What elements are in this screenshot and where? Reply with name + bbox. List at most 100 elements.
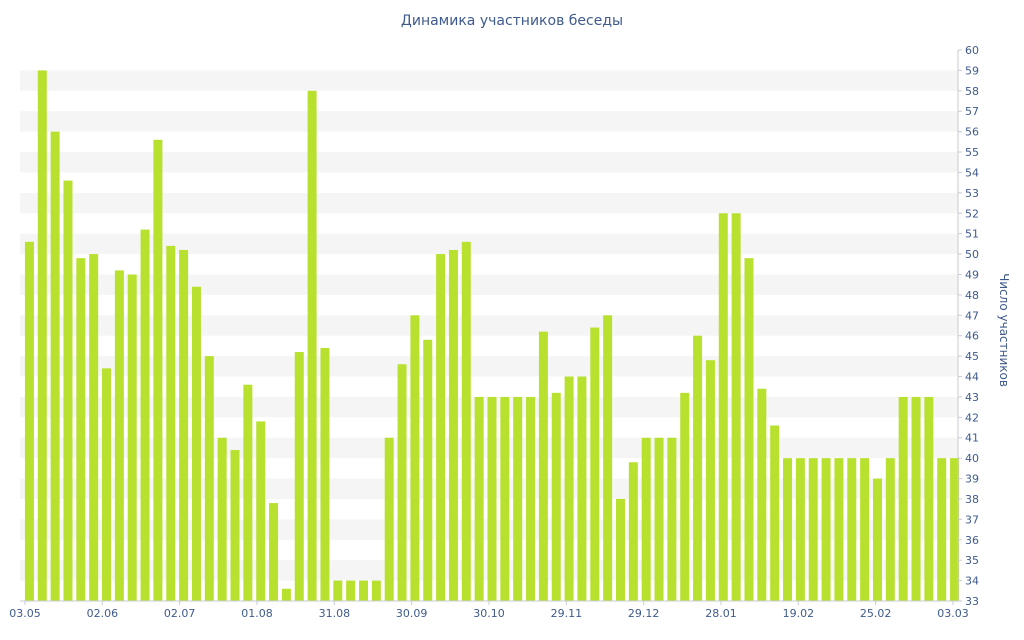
bar (320, 347, 330, 601)
x-tick-label: 25.02 (860, 607, 892, 620)
x-tick-label: 03.05 (9, 607, 41, 620)
x-tick-label: 29.11 (551, 607, 583, 620)
y-axis-ticks: 33 34 35 36 37 38 39 40 41 42 43 44 45 46 47 48 49 50 51 52… (958, 44, 979, 608)
bar (153, 139, 163, 602)
x-tick-label: 19.02 (783, 607, 815, 620)
y-tick-label: 46 (965, 330, 979, 343)
bar (179, 249, 189, 602)
bar (744, 258, 754, 601)
x-tick-label: 01.08 (241, 607, 273, 620)
bar (590, 327, 600, 601)
y-tick-label: 40 (965, 452, 979, 465)
bar (551, 392, 561, 601)
bar (89, 254, 99, 601)
x-axis-ticks: 03.05 02.06 02.07 01.08 31.08 30.09 30.10 29.11… (9, 601, 969, 620)
bar (564, 376, 574, 601)
bar (628, 462, 638, 601)
x-tick-label: 02.07 (164, 607, 196, 620)
bar (847, 458, 857, 601)
bar (230, 449, 240, 601)
bar (898, 396, 908, 601)
y-tick-label: 33 (965, 595, 979, 608)
bar (808, 458, 818, 601)
x-tick-label: 31.08 (319, 607, 351, 620)
bar (487, 396, 497, 601)
y-tick-label: 37 (965, 513, 979, 526)
bar (37, 70, 47, 601)
bar (384, 437, 394, 601)
bar (924, 396, 934, 601)
y-tick-label: 34 (965, 575, 979, 588)
x-tick-label: 30.10 (473, 607, 505, 620)
bar (243, 384, 253, 601)
bar (204, 356, 214, 601)
chart-title: Динамика участников беседы (400, 13, 624, 29)
bar (397, 364, 407, 601)
y-tick-label: 38 (965, 493, 979, 506)
bar (770, 425, 780, 601)
bar (513, 396, 523, 601)
bar (346, 580, 356, 601)
bar (654, 437, 664, 601)
bar (166, 245, 176, 601)
bar (731, 213, 741, 601)
bar (191, 286, 201, 601)
bar-series (24, 70, 960, 602)
bar (461, 241, 471, 601)
bar (783, 458, 793, 601)
bar (693, 335, 703, 601)
bar (616, 498, 625, 601)
bar (821, 458, 831, 601)
bar (872, 478, 882, 601)
bar (269, 503, 279, 601)
bar (281, 588, 291, 601)
bar (333, 580, 343, 601)
y-tick-label: 43 (965, 391, 979, 404)
y-tick-label: 44 (965, 371, 979, 384)
y-tick-label: 35 (965, 554, 979, 567)
bar (911, 396, 921, 601)
bar (526, 396, 536, 601)
bar (114, 270, 124, 601)
y-tick-label: 53 (965, 187, 979, 200)
bar (705, 360, 715, 601)
y-tick-label: 48 (965, 289, 979, 302)
bar (718, 213, 728, 601)
bar (448, 249, 458, 602)
bar (577, 376, 587, 601)
bar (937, 458, 947, 601)
x-tick-label: 02.06 (87, 607, 119, 620)
bar (538, 331, 548, 601)
grid-band (20, 70, 958, 91)
bar (474, 396, 484, 601)
bar (63, 180, 73, 602)
bar (834, 458, 844, 601)
bar (641, 437, 651, 601)
bar (50, 131, 60, 601)
bar (667, 437, 677, 601)
y-tick-label: 51 (965, 228, 979, 241)
y-tick-label: 36 (965, 534, 979, 547)
bar (500, 396, 510, 601)
bar (795, 458, 805, 601)
bar (410, 315, 420, 601)
bar (294, 352, 304, 601)
y-tick-label: 57 (965, 105, 979, 118)
grid-band (20, 111, 958, 132)
bar (127, 274, 137, 601)
y-tick-label: 41 (965, 432, 979, 445)
y-tick-label: 49 (965, 268, 979, 281)
y-tick-label: 60 (965, 44, 979, 57)
bar (680, 392, 690, 601)
y-tick-label: 42 (965, 411, 979, 424)
x-tick-label: 03.03 (937, 607, 969, 620)
x-tick-label: 30.09 (396, 607, 428, 620)
bar (359, 580, 368, 601)
y-tick-label: 50 (965, 248, 979, 261)
bar (371, 580, 381, 601)
x-tick-label: 28.01 (705, 607, 737, 620)
bar (757, 388, 767, 601)
y-axis-label: Число участников (997, 273, 1011, 387)
bar (140, 229, 150, 601)
bar (885, 458, 895, 601)
